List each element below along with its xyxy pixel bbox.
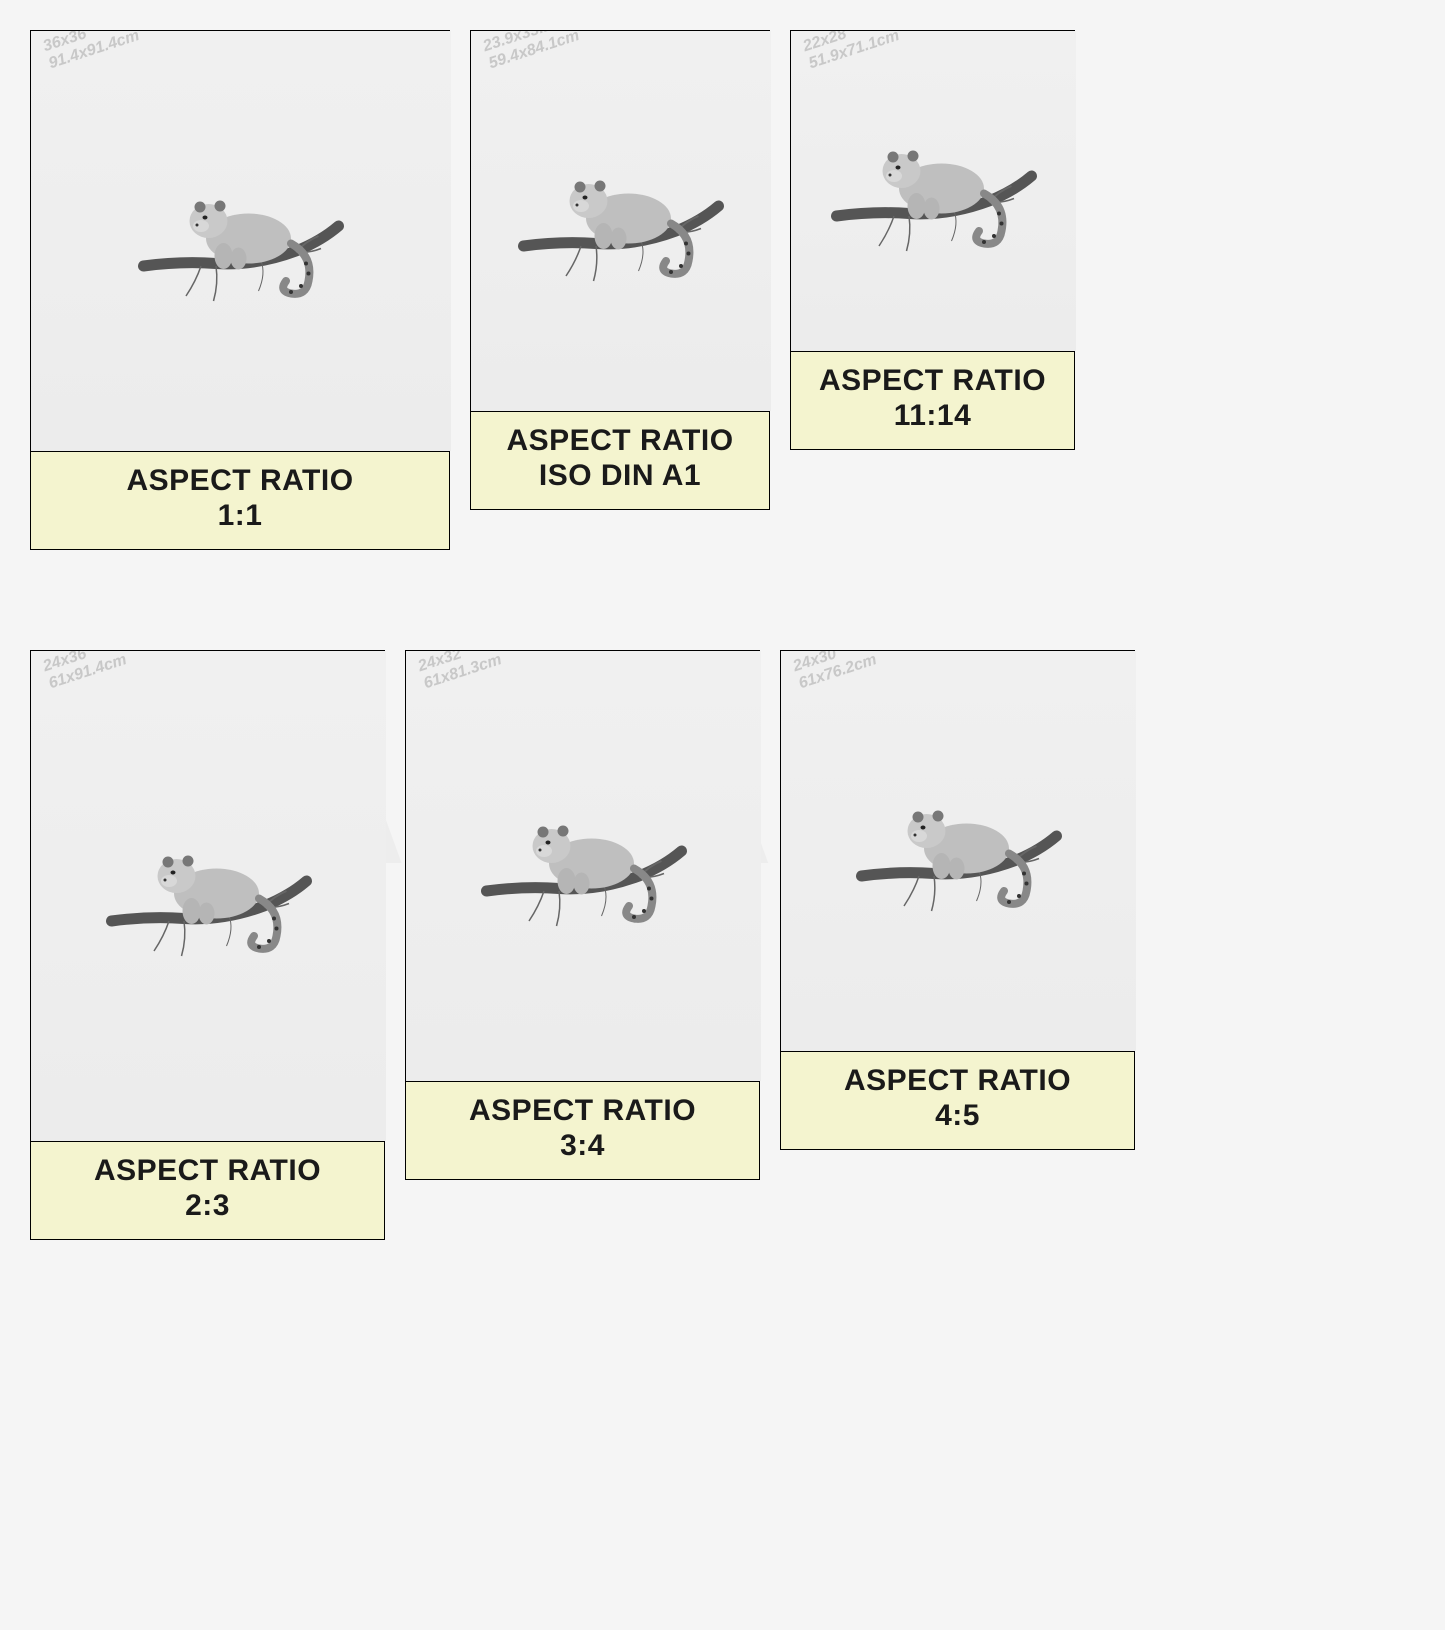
leopard-icon [42, 166, 441, 316]
label-line2: 3:4 [560, 1129, 605, 1162]
label-line2: 2:3 [185, 1189, 230, 1222]
aspect-card-iso-a1: 23.9x33.1" 59.4x84.1cm ASPECT RATIO ISO … [470, 30, 770, 510]
dimensions-overlay: 23.9x33.1" 59.4x84.1cm [481, 31, 582, 74]
leopard-icon [415, 791, 752, 941]
preview-image: 24x30" 61x76.2cm [781, 651, 1136, 1051]
label-line2: 11:14 [894, 399, 972, 432]
leopard-icon [40, 821, 377, 971]
aspect-card-11-14: 22x28" 51.9x71.1cm ASPECT RATIO 11:14 [790, 30, 1075, 450]
label-line1: ASPECT RATIO [819, 364, 1046, 397]
leopard-icon [798, 116, 1069, 266]
preview-image: 36x36" 91.4x91.4cm [31, 31, 451, 451]
aspect-ratio-row-1: 36x36" 91.4x91.4cm ASPECT RATIO 1:1 23.9… [30, 30, 1415, 550]
preview-image: 23.9x33.1" 59.4x84.1cm [471, 31, 771, 411]
dimensions-overlay: 24x36" 61x91.4cm [41, 651, 129, 694]
leopard-icon [479, 146, 764, 296]
label-line2: 1:1 [218, 499, 263, 532]
dimensions-overlay: 24x32" 61x81.3cm [416, 651, 504, 694]
ratio-label: ASPECT RATIO 11:14 [791, 351, 1074, 449]
label-line2: ISO DIN A1 [539, 459, 701, 492]
ratio-label: ASPECT RATIO 3:4 [406, 1081, 759, 1179]
label-line1: ASPECT RATIO [506, 424, 733, 457]
ratio-label: ASPECT RATIO 1:1 [31, 451, 449, 549]
label-line1: ASPECT RATIO [469, 1094, 696, 1127]
label-line2: 4:5 [935, 1099, 980, 1132]
preview-image: 24x32" 61x81.3cm [406, 651, 761, 1081]
dimensions-overlay: 22x28" 51.9x71.1cm [801, 31, 902, 74]
aspect-card-1-1: 36x36" 91.4x91.4cm ASPECT RATIO 1:1 [30, 30, 450, 550]
preview-image: 22x28" 51.9x71.1cm [791, 31, 1076, 351]
aspect-ratio-row-2: 24x36" 61x91.4cm ASPECT RATIO 2:3 24x32"… [30, 650, 1415, 1240]
label-line1: ASPECT RATIO [844, 1064, 1071, 1097]
ratio-label: ASPECT RATIO 2:3 [31, 1141, 384, 1239]
aspect-card-2-3: 24x36" 61x91.4cm ASPECT RATIO 2:3 [30, 650, 385, 1240]
leopard-icon [790, 776, 1127, 926]
ratio-label: ASPECT RATIO ISO DIN A1 [471, 411, 769, 509]
label-line1: ASPECT RATIO [126, 464, 353, 497]
preview-image: 24x36" 61x91.4cm [31, 651, 386, 1141]
aspect-card-3-4: 24x32" 61x81.3cm ASPECT RATIO 3:4 [405, 650, 760, 1180]
dimensions-overlay: 24x30" 61x76.2cm [791, 651, 879, 694]
label-line1: ASPECT RATIO [94, 1154, 321, 1187]
aspect-card-4-5: 24x30" 61x76.2cm ASPECT RATIO 4:5 [780, 650, 1135, 1150]
dimensions-overlay: 36x36" 91.4x91.4cm [41, 31, 142, 74]
ratio-label: ASPECT RATIO 4:5 [781, 1051, 1134, 1149]
